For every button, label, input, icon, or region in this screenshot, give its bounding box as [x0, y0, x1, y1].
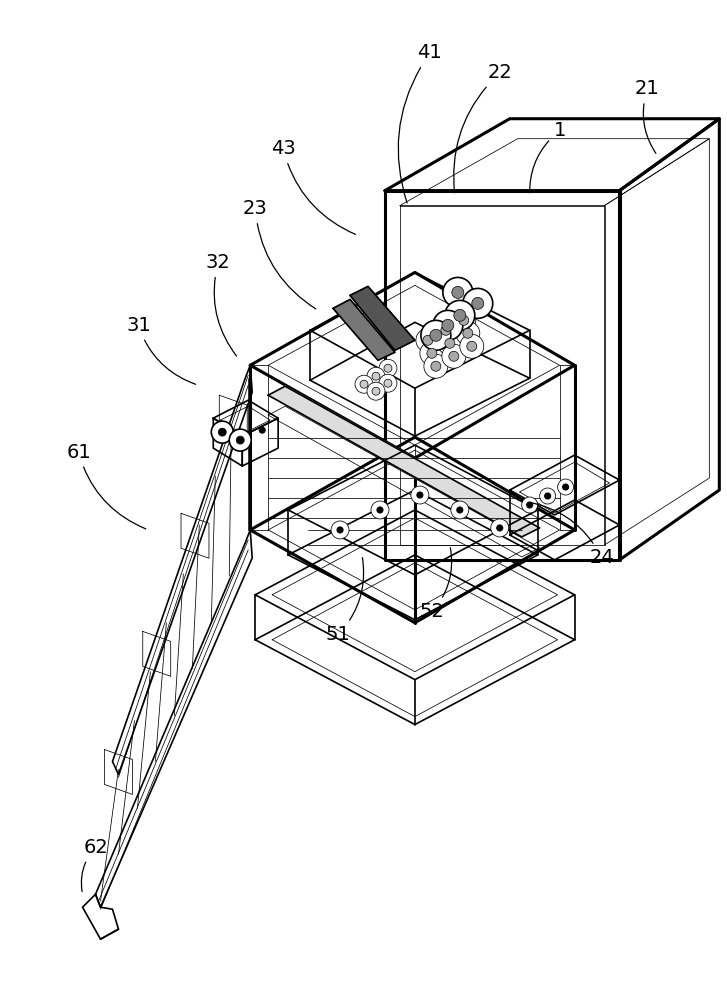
Text: 23: 23: [243, 199, 316, 309]
Circle shape: [456, 321, 480, 345]
Circle shape: [433, 310, 463, 340]
Circle shape: [218, 428, 226, 436]
Circle shape: [260, 427, 265, 433]
Text: 31: 31: [126, 316, 196, 384]
Circle shape: [379, 359, 397, 377]
Circle shape: [442, 344, 466, 368]
Text: 1: 1: [530, 121, 566, 193]
Circle shape: [367, 367, 385, 385]
Circle shape: [337, 527, 343, 533]
Circle shape: [423, 335, 433, 345]
Circle shape: [459, 334, 483, 358]
Circle shape: [367, 382, 385, 400]
Circle shape: [431, 361, 441, 371]
Circle shape: [558, 479, 574, 495]
Circle shape: [539, 488, 555, 504]
Polygon shape: [350, 286, 415, 350]
Circle shape: [457, 507, 463, 513]
Circle shape: [372, 372, 380, 380]
Circle shape: [421, 320, 451, 350]
Text: 51: 51: [326, 558, 364, 644]
Text: 24: 24: [531, 503, 614, 567]
Text: 41: 41: [398, 43, 442, 203]
Circle shape: [384, 364, 392, 372]
Text: 52: 52: [419, 548, 451, 621]
Text: 22: 22: [454, 63, 512, 193]
Text: 43: 43: [270, 139, 356, 234]
Circle shape: [451, 501, 469, 519]
Circle shape: [377, 507, 383, 513]
Circle shape: [438, 331, 462, 355]
Circle shape: [563, 484, 569, 490]
Text: 62: 62: [81, 838, 108, 892]
Circle shape: [445, 300, 475, 330]
Circle shape: [526, 502, 533, 508]
Circle shape: [416, 328, 440, 352]
Circle shape: [449, 351, 459, 361]
Text: 21: 21: [635, 79, 660, 153]
Circle shape: [472, 297, 483, 309]
Circle shape: [424, 354, 448, 378]
Text: 32: 32: [206, 253, 236, 356]
Circle shape: [497, 525, 503, 531]
Circle shape: [454, 309, 466, 321]
Circle shape: [355, 375, 373, 393]
Circle shape: [411, 486, 429, 504]
Circle shape: [379, 374, 397, 392]
Circle shape: [442, 319, 454, 331]
Circle shape: [229, 429, 252, 451]
Circle shape: [545, 493, 550, 499]
Circle shape: [463, 328, 473, 338]
Circle shape: [212, 421, 233, 443]
Circle shape: [445, 338, 455, 348]
Polygon shape: [268, 386, 539, 537]
Circle shape: [452, 286, 464, 298]
Circle shape: [441, 325, 451, 335]
Circle shape: [417, 492, 423, 498]
Text: 61: 61: [66, 443, 146, 529]
Circle shape: [452, 308, 475, 332]
Circle shape: [430, 329, 442, 341]
Polygon shape: [333, 299, 395, 360]
Circle shape: [443, 277, 473, 307]
Circle shape: [360, 380, 368, 388]
Circle shape: [459, 315, 469, 325]
Circle shape: [491, 519, 509, 537]
Circle shape: [434, 318, 458, 342]
Circle shape: [427, 348, 437, 358]
Circle shape: [236, 436, 244, 444]
Circle shape: [371, 501, 389, 519]
Circle shape: [522, 497, 538, 513]
Circle shape: [467, 341, 477, 351]
Circle shape: [331, 521, 349, 539]
Circle shape: [372, 387, 380, 395]
Circle shape: [384, 379, 392, 387]
Circle shape: [420, 341, 444, 365]
Circle shape: [463, 288, 493, 318]
